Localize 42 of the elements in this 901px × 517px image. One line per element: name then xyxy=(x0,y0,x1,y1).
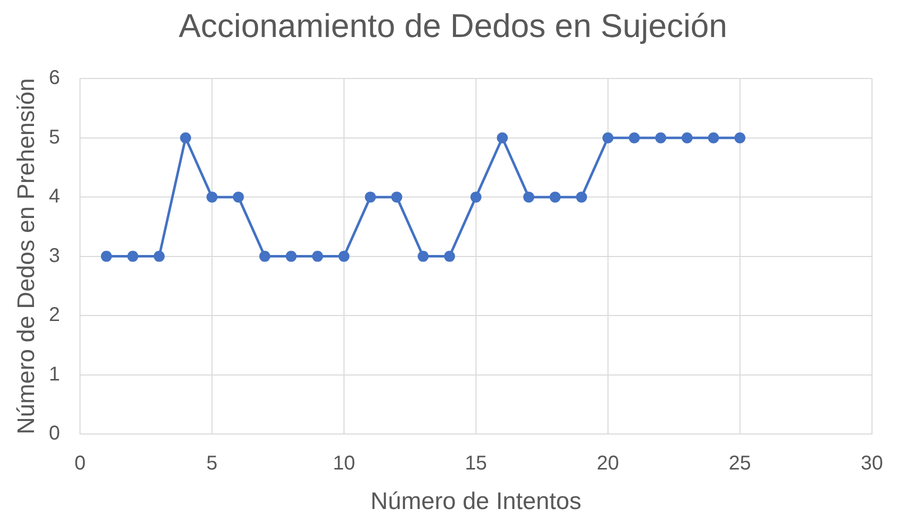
point xyxy=(602,132,614,144)
point xyxy=(259,250,270,262)
x-tick-label: 30 xyxy=(860,452,883,475)
x-axis-title: Número de Intentos xyxy=(370,488,582,516)
point xyxy=(444,250,456,262)
chart-title: Accionamiento de Dedos en Sujeción xyxy=(178,6,728,44)
y-tick-label: 3 xyxy=(48,244,60,267)
y-tick-label: 4 xyxy=(48,186,60,208)
x-tick-label: 0 xyxy=(74,452,86,475)
y-tick-label: 6 xyxy=(48,67,60,90)
point xyxy=(286,250,297,262)
point xyxy=(180,132,192,144)
point xyxy=(655,132,666,144)
point xyxy=(734,132,746,144)
point xyxy=(682,132,693,144)
y-tick-label: 0 xyxy=(48,422,60,445)
point xyxy=(100,250,112,262)
y-tick-label: 1 xyxy=(48,363,60,386)
x-tick-label: 25 xyxy=(728,452,752,475)
point xyxy=(312,250,324,262)
point xyxy=(154,250,165,262)
point xyxy=(364,192,376,203)
point xyxy=(418,250,429,262)
y-tick-label: 5 xyxy=(48,126,60,148)
point xyxy=(496,132,508,144)
x-tick-label: 10 xyxy=(332,452,356,475)
point xyxy=(550,192,561,203)
point xyxy=(232,192,244,203)
x-tick-label: 15 xyxy=(464,452,488,475)
point xyxy=(206,192,218,203)
x-tick-label: 20 xyxy=(596,452,620,475)
point xyxy=(628,132,640,144)
y-axis-title: Número de Dedos en Prehensión xyxy=(13,78,40,434)
point xyxy=(338,250,350,262)
point xyxy=(576,192,588,203)
point xyxy=(708,132,719,144)
point xyxy=(470,192,482,203)
x-tick-label: 5 xyxy=(206,452,218,475)
point xyxy=(127,250,138,262)
y-tick-label: 2 xyxy=(48,304,60,326)
point xyxy=(523,192,534,203)
point xyxy=(391,192,402,203)
